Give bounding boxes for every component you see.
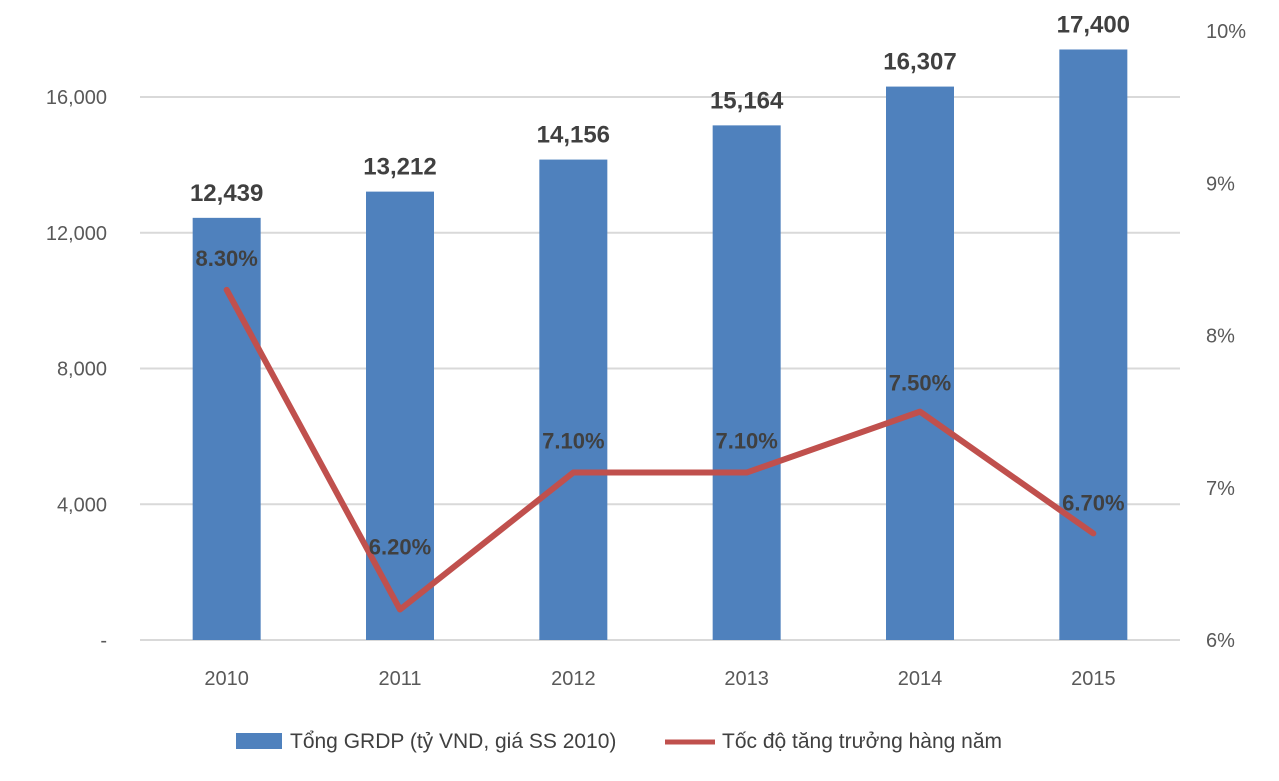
left-axis-ticks: - 4,000 8,000 12,000 16,000: [46, 87, 107, 652]
bar-2011: [366, 191, 434, 641]
bar-value-label: 13,212: [363, 154, 436, 181]
left-axis-tick-label: 4,000: [57, 494, 107, 516]
bar-2015: [1059, 49, 1128, 641]
line-value-label: 7.50%: [889, 371, 951, 396]
right-axis-tick-label: 7%: [1206, 478, 1235, 500]
legend-bar-label: Tổng GRDP (tỷ VND, giá SS 2010): [290, 730, 616, 753]
x-axis-tick-label: 2011: [378, 668, 421, 690]
x-axis-tick-label: 2015: [1071, 668, 1116, 690]
right-axis-tick-label: 10%: [1206, 21, 1246, 43]
x-axis-ticks: 2010 2011 2012 2013 2014 2015: [204, 668, 1115, 690]
x-axis-tick-label: 2010: [204, 668, 249, 690]
line-value-label: 6.70%: [1062, 490, 1124, 515]
bar-value-label: 12,439: [190, 180, 263, 207]
legend: Tổng GRDP (tỷ VND, giá SS 2010) Tốc độ t…: [236, 730, 1002, 753]
left-axis-tick-label: 12,000: [46, 223, 107, 245]
bar-2012: [539, 159, 608, 640]
bar-value-label: 16,307: [883, 49, 956, 76]
left-axis-tick-label: 16,000: [46, 87, 107, 109]
right-axis-ticks: 6% 7% 8% 9% 10%: [1206, 21, 1246, 652]
right-axis-tick-label: 9%: [1206, 173, 1235, 195]
bar-data-labels: 12,439 13,212 14,156 15,164 16,307 17,400: [190, 11, 1130, 206]
bar-2013: [712, 125, 781, 640]
right-axis-tick-label: 6%: [1206, 630, 1235, 652]
line-value-label: 6.20%: [369, 535, 431, 560]
line-value-label: 7.10%: [542, 429, 604, 454]
line-value-label: 8.30%: [195, 246, 257, 271]
legend-line-label: Tốc độ tăng trưởng hàng năm: [722, 730, 1002, 753]
bar-value-label: 15,164: [710, 87, 784, 114]
line-data-labels: 8.30% 6.20% 7.10% 7.10% 7.50% 6.70%: [195, 246, 1124, 560]
x-axis-tick-label: 2013: [724, 668, 769, 690]
legend-bar-swatch: [236, 733, 282, 749]
growth-rate-line: [223, 286, 1097, 613]
gridlines: [140, 96, 1180, 641]
right-axis-tick-label: 8%: [1206, 326, 1235, 348]
line-value-label: 7.10%: [715, 429, 777, 454]
x-axis-tick-label: 2012: [551, 668, 596, 690]
left-axis-tick-label: -: [100, 630, 107, 652]
line-series: [223, 286, 1097, 613]
x-axis-tick-label: 2014: [898, 668, 943, 690]
bar-value-label: 17,400: [1057, 11, 1130, 38]
bar-2010: [192, 217, 261, 640]
bar-value-label: 14,156: [537, 122, 610, 149]
left-axis-tick-label: 8,000: [57, 359, 107, 381]
bar-series: [192, 49, 1128, 641]
bar-2014: [886, 86, 954, 641]
